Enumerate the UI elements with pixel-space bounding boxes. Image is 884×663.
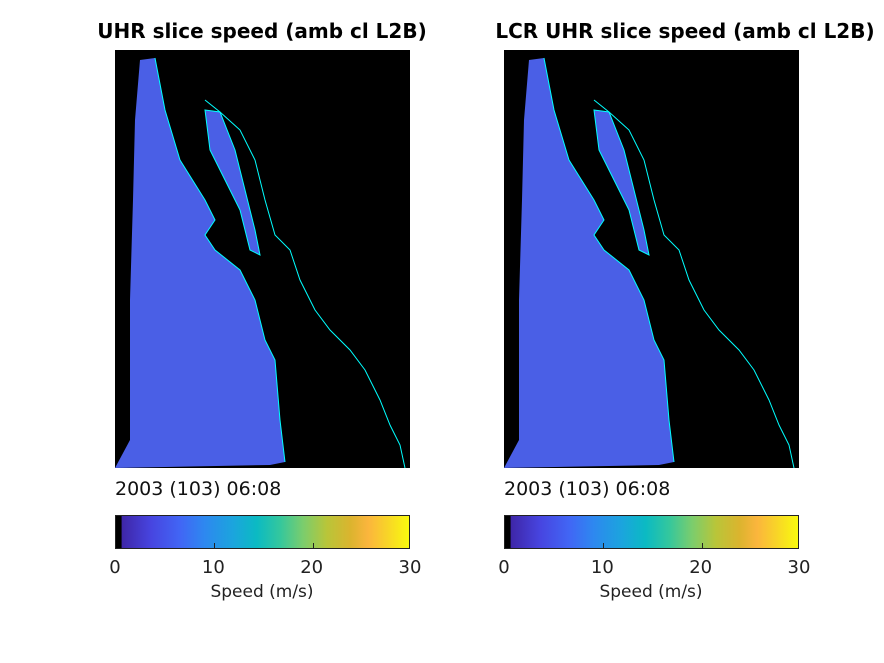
timestamp: 2003 (103) 06:08 [115,478,282,500]
coastline [154,57,286,463]
gulf-region [205,110,260,255]
colorbar-tick-label: 30 [398,557,422,578]
gulf-region [594,110,649,255]
colorbar-tick-label: 30 [787,557,811,578]
colorbar [115,515,410,549]
colorbar-tick [214,543,216,548]
speed-map-axes [504,50,799,468]
colorbar [504,515,799,549]
colorbar-tick-label: 0 [109,557,121,578]
speed-map-axes [115,50,410,468]
colorbar-tick-label: 10 [201,557,225,578]
colorbar-tick [603,543,605,548]
wind-speed-swath [504,58,674,468]
colorbar-tick-label: 0 [498,557,510,578]
plot-title: UHR slice speed (amb cl L2B) [97,19,427,43]
coastline [204,99,406,468]
coastline [593,99,795,468]
colorbar-label: Speed (m/s) [599,582,703,602]
colorbar-tick [701,543,703,548]
colorbar-tick-label: 20 [689,557,713,578]
colorbar-tick-label: 20 [300,557,324,578]
gulf-outline [204,109,261,256]
wind-speed-swath [115,58,285,468]
timestamp: 2003 (103) 06:08 [504,478,671,500]
colorbar-tick [312,543,314,548]
gulf-outline [593,109,650,256]
colorbar-tick-label: 10 [590,557,614,578]
colorbar-label: Speed (m/s) [210,582,314,602]
coastline [543,57,675,463]
plot-title: LCR UHR slice speed (amb cl L2B) [495,19,875,43]
